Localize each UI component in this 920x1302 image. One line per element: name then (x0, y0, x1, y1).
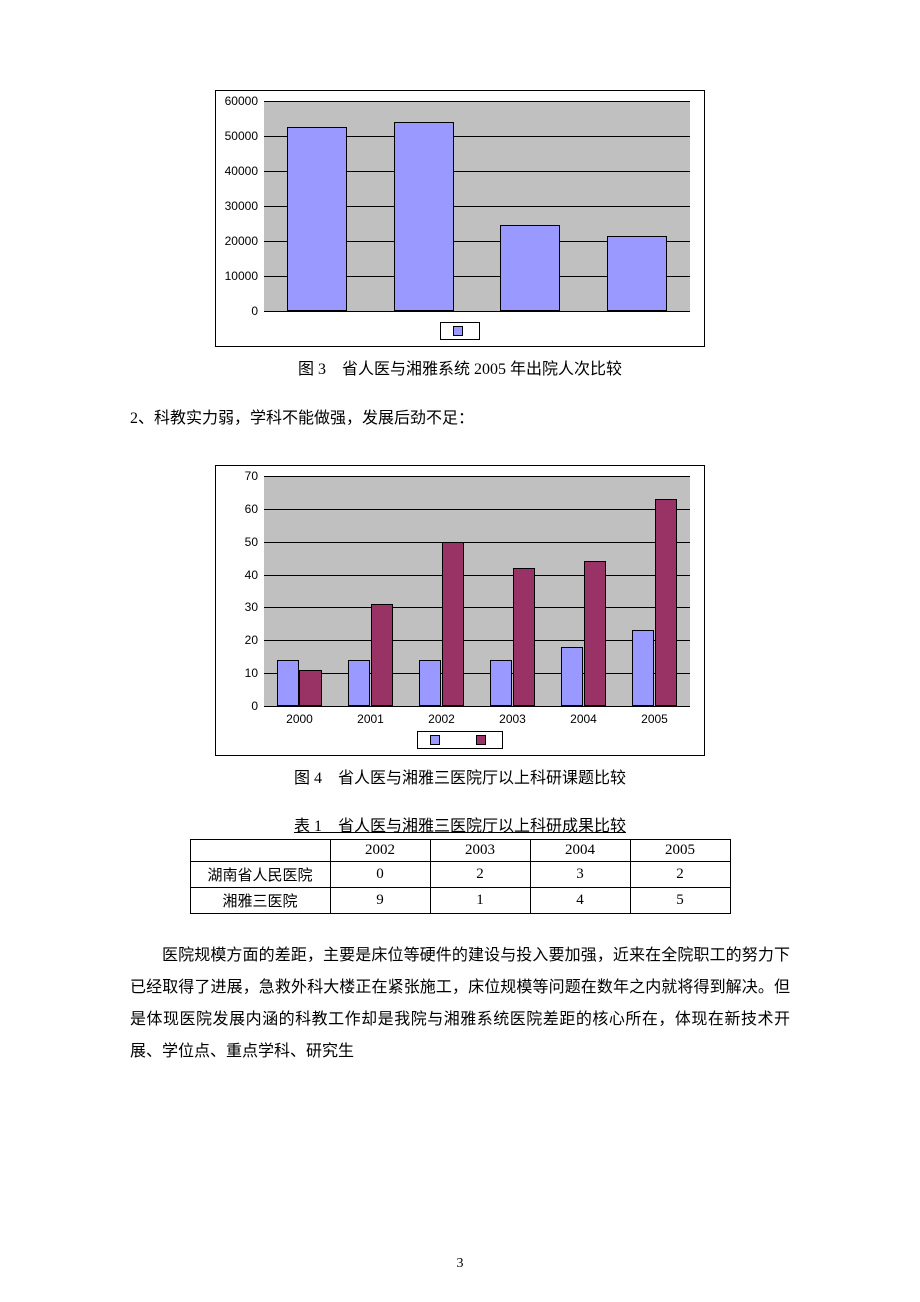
chart2-plot (264, 476, 690, 706)
chart2-bar (442, 542, 465, 706)
chart1-bar (607, 236, 667, 311)
chart1-y-labels: 0100002000030000400005000060000 (216, 101, 262, 311)
chart2-ytick: 20 (245, 633, 258, 647)
chart2-x-labels: 200020012002200320042005 (264, 712, 690, 726)
chart2-bar (561, 647, 584, 706)
table1-cell: 2 (430, 862, 530, 888)
chart1-bar (394, 122, 454, 311)
paragraph-2: 医院规模方面的差距，主要是床位等硬件的建设与投入要加强，近来在全院职工的努力下已… (130, 940, 790, 1068)
paragraph-1: 2、科教实力弱，学科不能做强，发展后劲不足： (130, 403, 790, 435)
chart2-ytick: 30 (245, 600, 258, 614)
chart2-bar (513, 568, 536, 706)
chart1-ytick: 60000 (225, 94, 258, 108)
table1-cell: 5 (630, 888, 730, 914)
table1-title: 表 1 省人医与湘雅三医院厅以上科研成果比较 (130, 812, 790, 836)
chart2-xtick: 2005 (619, 712, 690, 726)
table1-header-cell: 2005 (630, 840, 730, 862)
chart2-bar (490, 660, 513, 706)
chart2-xtick: 2003 (477, 712, 548, 726)
chart2-bar (632, 630, 655, 706)
chart2-ytick: 70 (245, 469, 258, 483)
chart1-bar (500, 225, 560, 311)
chart2-ytick: 50 (245, 535, 258, 549)
chart1-ytick: 50000 (225, 129, 258, 143)
chart1-bar (287, 127, 347, 311)
chart2-bar (299, 670, 322, 706)
chart1-plot (264, 101, 690, 311)
chart2-bar (419, 660, 442, 706)
caption-chart2: 图 4 省人医与湘雅三医院厅以上科研课题比较 (130, 764, 790, 788)
table1-cell: 3 (530, 862, 630, 888)
table1-header-cell (190, 840, 330, 862)
chart-discharge-2005: 0 10000 20000 30000 40000 50000 60000 (215, 90, 705, 347)
caption-chart1: 图 3 省人医与湘雅系统 2005 年出院人次比较 (130, 355, 790, 379)
chart2-xtick: 2002 (406, 712, 477, 726)
chart1-ytick: 20000 (225, 234, 258, 248)
page-number: 3 (0, 1256, 920, 1272)
table1-header-cell: 2003 (430, 840, 530, 862)
chart2-xtick: 2004 (548, 712, 619, 726)
chart2-legend (216, 730, 704, 749)
chart2-bar (584, 561, 607, 706)
chart2-ytick: 40 (245, 568, 258, 582)
table1-cell: 0 (330, 862, 430, 888)
table1-cell: 湖南省人民医院 (190, 862, 330, 888)
chart2-ytick: 60 (245, 502, 258, 516)
chart2-legend-item (476, 734, 490, 746)
chart2-y-labels: 010203040506070 (216, 476, 262, 706)
chart2-xtick: 2000 (264, 712, 335, 726)
table1-cell: 9 (330, 888, 430, 914)
chart1-ytick: 30000 (225, 199, 258, 213)
table-research-results: 2002200320042005湖南省人民医院0232湘雅三医院9145 (190, 839, 731, 914)
chart2-ytick: 0 (251, 699, 258, 713)
chart2-bar (655, 499, 678, 706)
table-row: 湖南省人民医院0232 (190, 862, 730, 888)
chart1-legend (216, 321, 704, 340)
chart2-ytick: 10 (245, 666, 258, 680)
table1-header-cell: 2002 (330, 840, 430, 862)
chart-research-projects: 0 10 20 30 40 50 60 70 200020012002200320042005 (215, 465, 705, 756)
chart1-ytick: 40000 (225, 164, 258, 178)
table1-cell: 4 (530, 888, 630, 914)
chart2-bar (277, 660, 300, 706)
table1-cell: 1 (430, 888, 530, 914)
table1-header-cell: 2004 (530, 840, 630, 862)
table-row: 湘雅三医院9145 (190, 888, 730, 914)
chart1-ytick: 0 (251, 304, 258, 318)
chart2-legend-item (430, 734, 444, 746)
chart2-xtick: 2001 (335, 712, 406, 726)
chart1-ytick: 10000 (225, 269, 258, 283)
table1-cell: 湘雅三医院 (190, 888, 330, 914)
table1-cell: 2 (630, 862, 730, 888)
chart2-bar (348, 660, 371, 706)
chart2-bar (371, 604, 394, 706)
